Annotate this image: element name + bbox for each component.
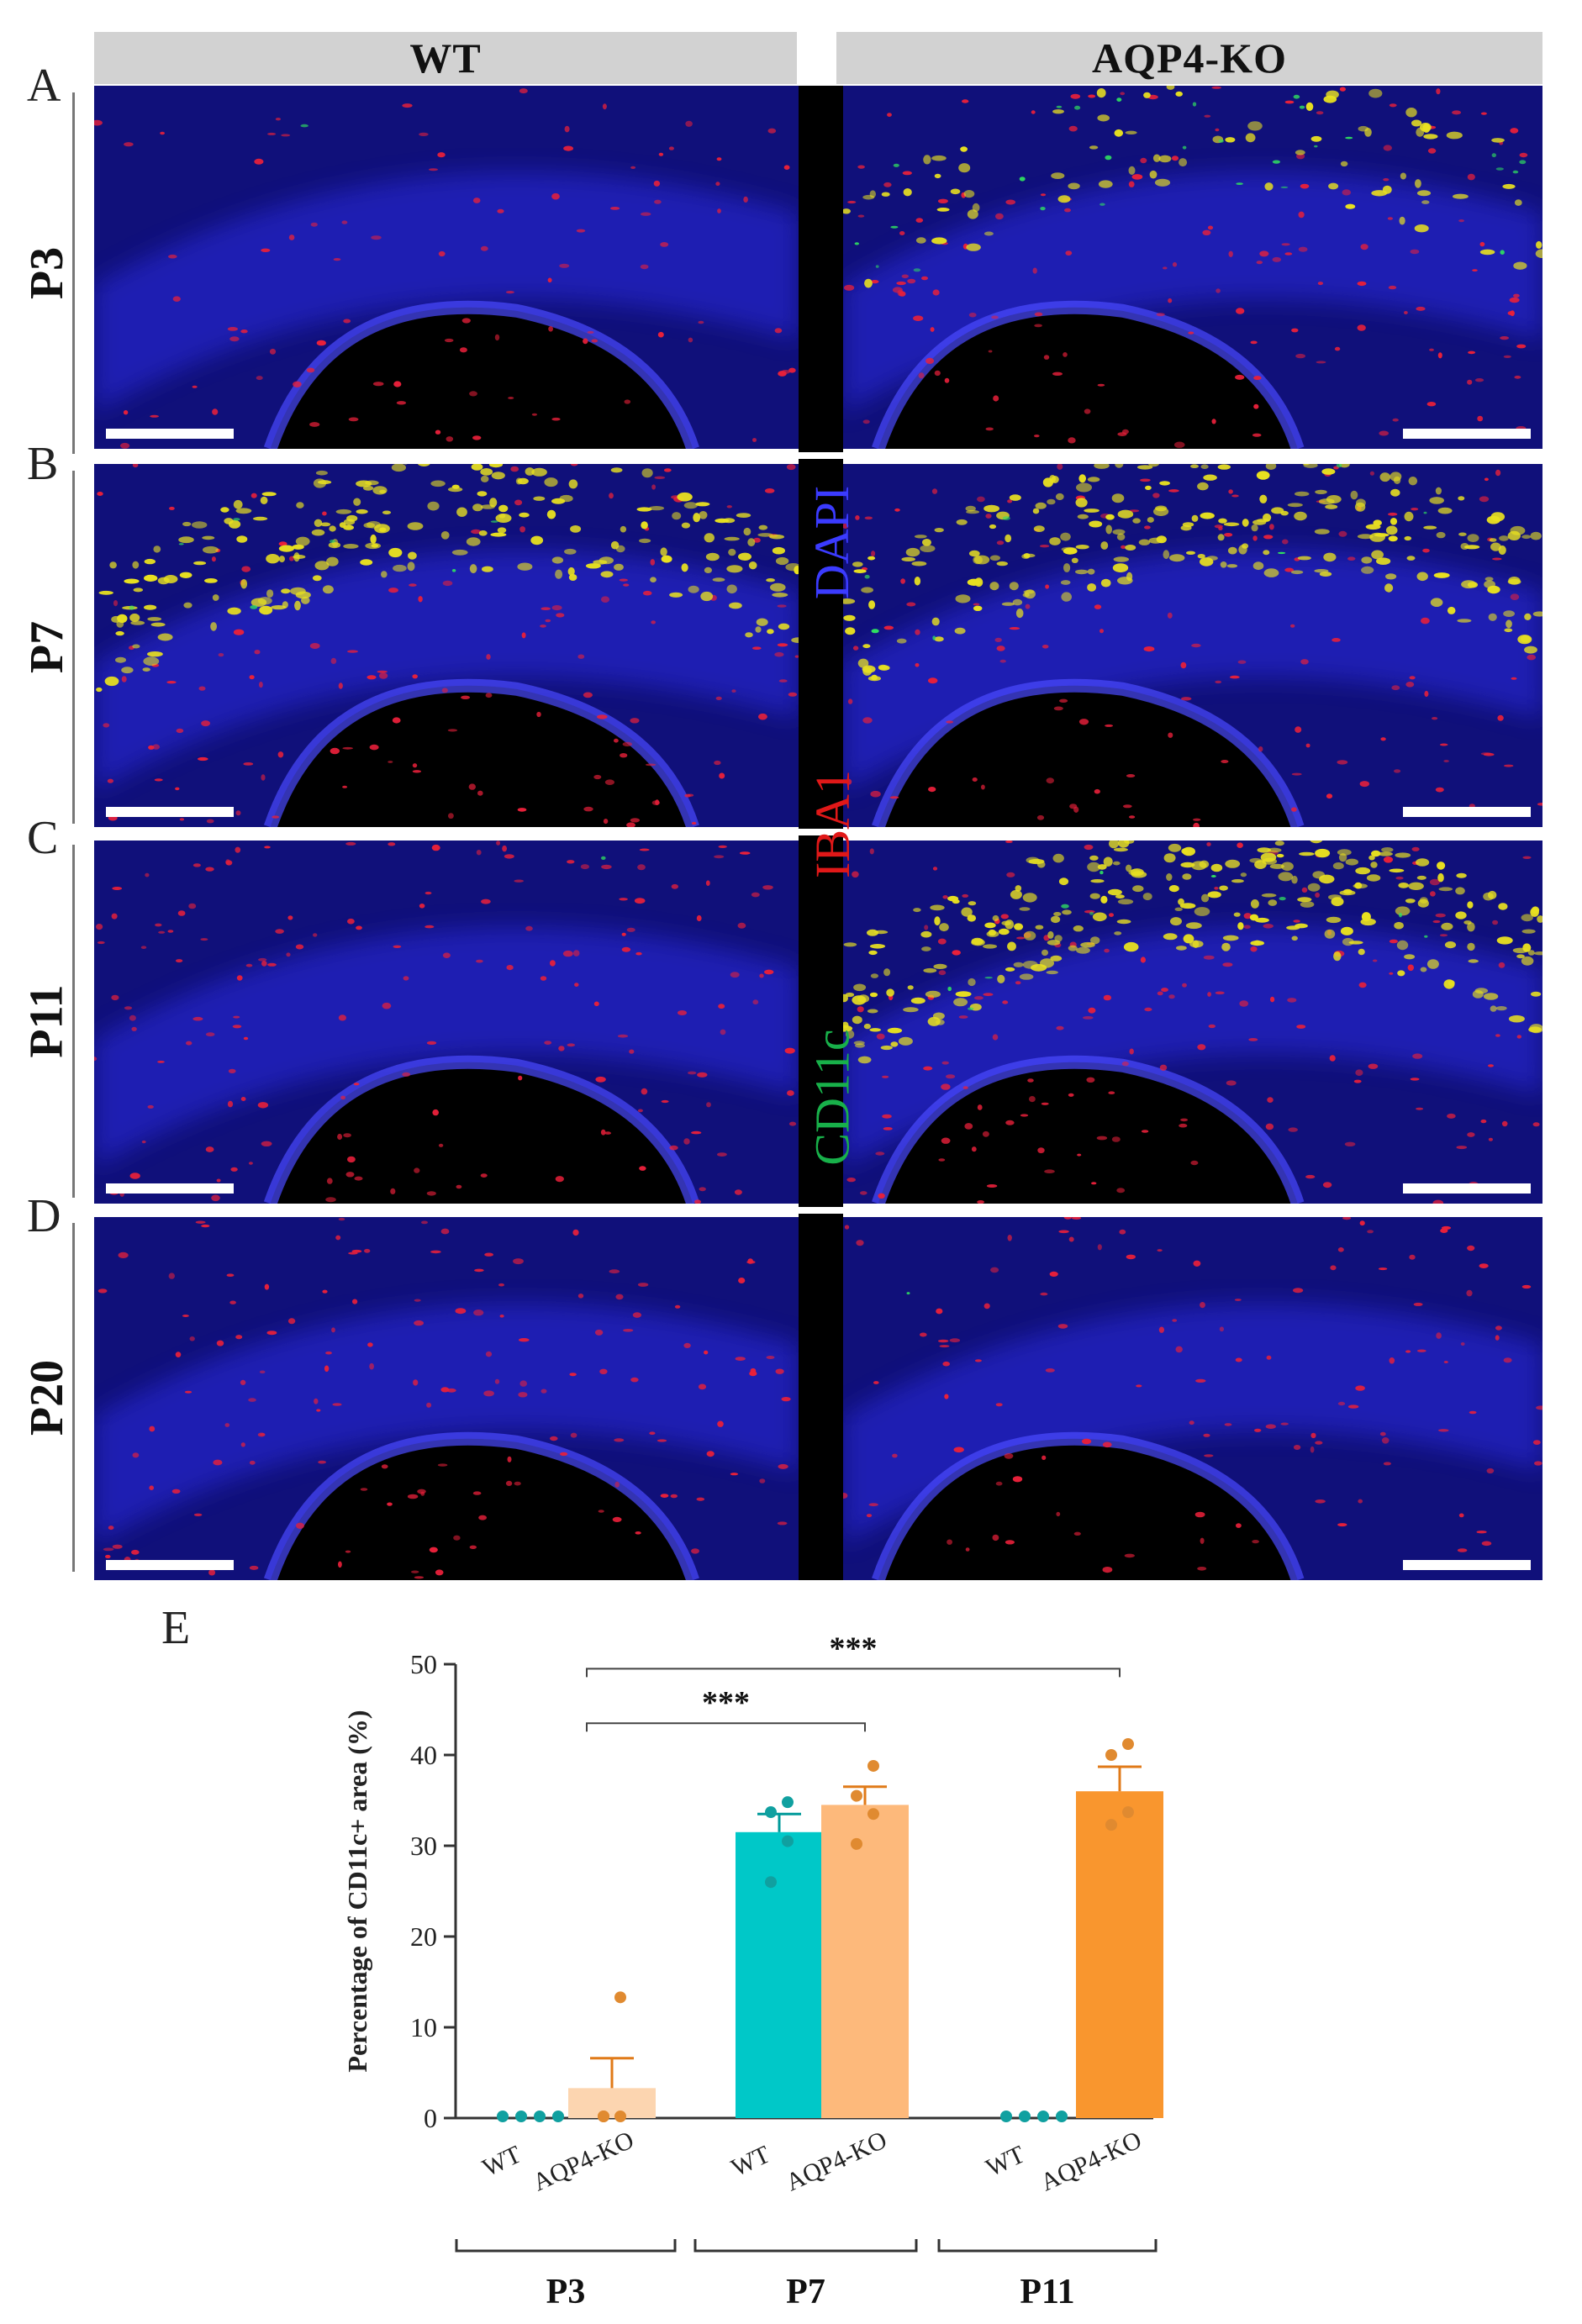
scale-bar <box>106 1560 234 1570</box>
group-bracket <box>937 2239 1157 2253</box>
scale-bar <box>1403 807 1531 817</box>
data-point <box>497 2111 509 2122</box>
data-point <box>782 1796 794 1809</box>
row-label-p7: P7 <box>21 620 73 674</box>
data-point <box>867 1759 879 1772</box>
panel-letter-c: C <box>27 812 59 864</box>
micrograph-p11-aqp4-ko <box>843 841 1542 1204</box>
row-bracket-p11 <box>72 845 75 1198</box>
data-point <box>1037 2111 1049 2122</box>
data-point <box>851 1789 862 1802</box>
group-label-p3: P3 <box>546 2273 586 2311</box>
bar-p3-aqp4-ko <box>568 2088 656 2118</box>
data-point <box>782 1835 794 1847</box>
data-point <box>765 1876 777 1889</box>
bar-p11-aqp4-ko <box>1076 1791 1163 2118</box>
row-separator <box>94 452 1542 459</box>
row-label-p3: P3 <box>21 246 73 300</box>
significance-bracket <box>586 1722 866 1732</box>
row-bracket-p7 <box>72 471 75 824</box>
x-tick-label: AQP4-KO <box>529 2126 638 2196</box>
bar-p7-aqp4-ko <box>821 1805 909 2118</box>
row-bracket-p3 <box>72 92 75 454</box>
micrograph-p20-wt <box>94 1217 799 1580</box>
data-point <box>1056 2111 1068 2122</box>
data-point <box>867 1808 879 1821</box>
data-point <box>614 1991 626 2004</box>
y-tick-label: 30 <box>410 1831 437 1861</box>
scale-bar <box>106 429 234 439</box>
stain-label-cd11c: CD11c <box>804 1028 860 1166</box>
stain-label-dapi: DAPI <box>804 485 860 599</box>
micrograph-p20-aqp4-ko <box>843 1217 1542 1580</box>
group-label-p7: P7 <box>786 2273 825 2311</box>
x-tick-label: AQP4-KO <box>1036 2126 1146 2196</box>
y-axis-label: Percentage of CD11c+ area (%) <box>342 1710 372 2072</box>
micrograph-p3-wt <box>94 86 799 449</box>
x-tick-label: WT <box>982 2141 1029 2183</box>
scale-bar <box>1403 429 1531 439</box>
y-tick-label: 0 <box>424 2103 437 2133</box>
micrograph-p7-aqp4-ko <box>843 464 1542 827</box>
stain-label-iba1: IBA1 <box>804 769 860 878</box>
data-point <box>1105 1819 1117 1831</box>
x-tick-label: AQP4-KO <box>782 2126 891 2196</box>
data-point <box>552 2111 564 2122</box>
scale-bar <box>1403 1560 1531 1570</box>
bar-p7-wt <box>736 1831 823 2118</box>
data-point <box>614 2111 626 2122</box>
column-header-wt: WT <box>94 32 797 84</box>
row-bracket-p20 <box>72 1223 75 1572</box>
row-label-p11: P11 <box>21 984 73 1058</box>
bar-chart: 0 10 20 30 40 50 Percentage of CD11c+ area (%)… <box>342 1631 1163 2311</box>
significance-label: *** <box>702 1685 750 1721</box>
y-tick-label: 20 <box>410 1921 437 1952</box>
y-tick-label: 50 <box>410 1649 437 1679</box>
scale-bar <box>1403 1183 1531 1194</box>
row-separator <box>94 829 1542 835</box>
data-point <box>598 2111 609 2122</box>
data-point <box>534 2111 546 2122</box>
x-tick-label: WT <box>478 2141 525 2183</box>
data-point <box>765 1806 777 1819</box>
panel-letter-a: A <box>27 60 61 112</box>
data-point <box>1105 1749 1117 1761</box>
data-point <box>1000 2111 1012 2122</box>
data-point <box>1019 2111 1031 2122</box>
group-bracket <box>455 2239 677 2253</box>
scale-bar <box>106 807 234 817</box>
data-point <box>1122 1806 1134 1819</box>
panel-letter-e: E <box>161 1602 191 1654</box>
y-tick-label: 40 <box>410 1740 437 1770</box>
group-label-p11: P11 <box>1020 2273 1074 2311</box>
data-point <box>851 1837 862 1850</box>
row-separator <box>94 1207 1542 1214</box>
significance-label: *** <box>830 1631 878 1666</box>
data-point <box>1122 1738 1134 1751</box>
group-bracket <box>693 2239 918 2253</box>
column-header-aqp4-ko: AQP4-KO <box>836 32 1542 84</box>
panel-letter-d: D <box>27 1190 61 1242</box>
significance-bracket <box>586 1668 1121 1678</box>
y-tick-label: 10 <box>410 2012 437 2042</box>
row-label-p20: P20 <box>21 1359 73 1436</box>
micrograph-p3-aqp4-ko <box>843 86 1542 449</box>
panel-letter-b: B <box>27 438 59 490</box>
data-point <box>515 2111 527 2122</box>
micrograph-p7-wt <box>94 464 799 827</box>
x-tick-label: WT <box>727 2141 774 2183</box>
scale-bar <box>106 1183 234 1194</box>
micrograph-p11-wt <box>94 841 799 1204</box>
